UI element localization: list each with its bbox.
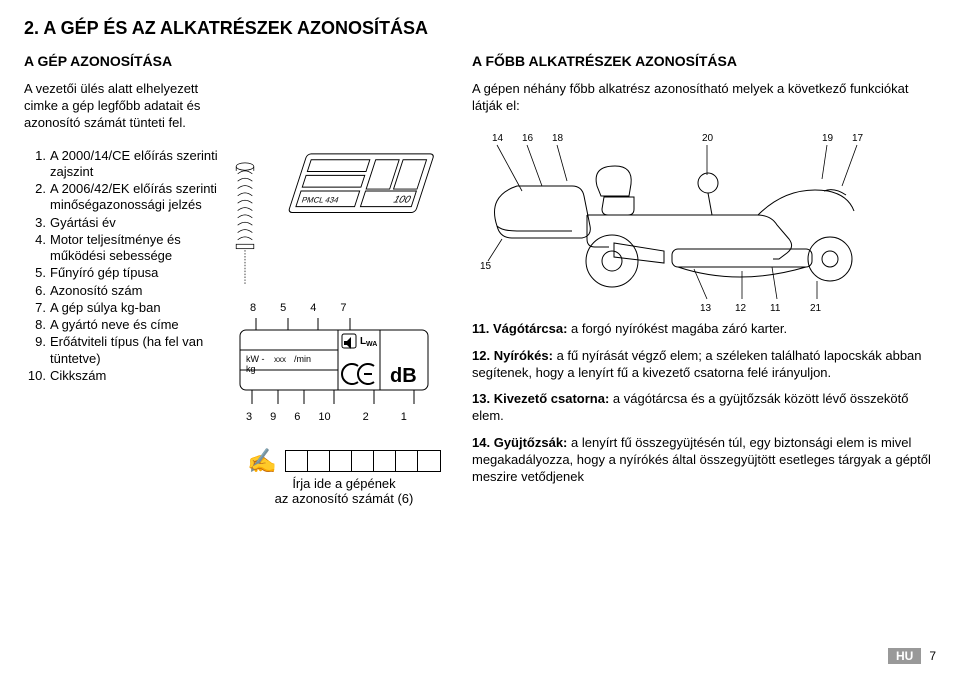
list-item: 1.A 2000/14/CE előírás szerinti zajszint — [24, 148, 224, 181]
svg-text:kW -: kW - — [246, 354, 265, 364]
svg-text:100: 100 — [392, 195, 412, 206]
callout-number: 9 — [270, 411, 276, 423]
svg-text:15: 15 — [480, 261, 492, 272]
write-label-1: Írja ide a gépének — [234, 476, 454, 491]
callout-number: 2 — [363, 411, 369, 423]
callout-number: 4 — [310, 302, 316, 314]
plate-top-diagram: PMCL 434 100 — [262, 148, 454, 236]
left-body: 1.A 2000/14/CE előírás szerinti zajszint… — [24, 148, 454, 506]
svg-text:WA: WA — [366, 341, 377, 348]
page-title: 2. A GÉP ÉS AZ ALKATRÉSZEK AZONOSÍTÁSA — [24, 18, 936, 39]
list-item: 6.Azonosító szám — [24, 283, 224, 299]
right-heading: A FŐBB ALKATRÉSZEK AZONOSÍTÁSA — [472, 53, 936, 69]
svg-text:PMCL 434: PMCL 434 — [300, 196, 340, 205]
svg-text:19: 19 — [822, 133, 834, 144]
svg-text:12: 12 — [735, 303, 747, 314]
list-item: 2.A 2006/42/EK előírás szerinti minőséga… — [24, 181, 224, 214]
mower-diagram: 14 16 18 20 19 17 15 13 12 11 21 — [472, 131, 936, 321]
callout-number: 3 — [246, 411, 252, 423]
svg-text:17: 17 — [852, 133, 864, 144]
right-column: A FŐBB ALKATRÉSZEK AZONOSÍTÁSA A gépen n… — [472, 53, 936, 506]
desc-item: 11. Vágótárcsa: a forgó nyírókést magába… — [472, 321, 936, 338]
svg-text:/min: /min — [294, 354, 311, 364]
parts-descriptions: 11. Vágótárcsa: a forgó nyírókést magába… — [472, 321, 936, 486]
callout-number: 5 — [280, 302, 286, 314]
list-item: 3.Gyártási év — [24, 215, 224, 231]
page-number: 7 — [929, 649, 936, 663]
list-item: 9.Erőátviteli típus (ha fel van tüntetve… — [24, 334, 224, 367]
spring-icon — [234, 148, 256, 298]
callout-number: 8 — [250, 302, 256, 314]
svg-text:18: 18 — [552, 133, 564, 144]
list-item: 4.Motor teljesítménye és működési sebess… — [24, 232, 224, 265]
desc-item: 13. Kivezető csatorna: a vágótárcsa és a… — [472, 391, 936, 425]
write-label-2: az azonosító számát (6) — [234, 491, 454, 506]
svg-text:21: 21 — [810, 303, 822, 314]
list-item: 7.A gép súlya kg-ban — [24, 300, 224, 316]
svg-text:16: 16 — [522, 133, 534, 144]
columns: A GÉP AZONOSÍTÁSA A vezetői ülés alatt e… — [24, 53, 936, 506]
svg-text:kg: kg — [246, 364, 256, 374]
svg-text:xxx: xxx — [274, 355, 286, 364]
callout-number: 7 — [340, 302, 346, 314]
identification-plate-diagram: PMCL 434 100 8 5 4 7 — [234, 148, 454, 506]
serial-boxes — [285, 450, 441, 472]
svg-text:13: 13 — [700, 303, 712, 314]
write-serial-prompt: ✍ Írja ide a gépének az azonosító számát… — [234, 447, 454, 506]
list-item: 10.Cikkszám — [24, 368, 224, 384]
lang-badge: HU — [888, 648, 921, 664]
desc-item: 12. Nyírókés: a fű nyírását végző elem; … — [472, 348, 936, 382]
callout-number: 6 — [294, 411, 300, 423]
left-heading: A GÉP AZONOSÍTÁSA — [24, 53, 454, 69]
left-intro: A vezetői ülés alatt elhelyezett cimke a… — [24, 81, 224, 132]
right-intro: A gépen néhány főbb alkatrész azonosítha… — [472, 81, 936, 115]
list-item: 8.A gyártó neve és címe — [24, 317, 224, 333]
page-footer: HU 7 — [888, 648, 936, 664]
callout-number: 10 — [318, 411, 330, 423]
svg-text:dB: dB — [390, 365, 417, 387]
plate-bottom-diagram: kW - xxx /min kg L WA dB — [234, 318, 434, 408]
id-list: 1.A 2000/14/CE előírás szerinti zajszint… — [24, 148, 224, 386]
svg-text:20: 20 — [702, 133, 714, 144]
svg-text:11: 11 — [770, 303, 781, 314]
left-column: A GÉP AZONOSÍTÁSA A vezetői ülés alatt e… — [24, 53, 454, 506]
list-item: 5.Fűnyíró gép típusa — [24, 265, 224, 281]
hand-icon: ✍ — [247, 447, 277, 476]
desc-item: 14. Gyüjtőzsák: a lenyírt fű összegyüjté… — [472, 435, 936, 486]
callout-number: 1 — [401, 411, 407, 423]
svg-text:14: 14 — [492, 133, 504, 144]
